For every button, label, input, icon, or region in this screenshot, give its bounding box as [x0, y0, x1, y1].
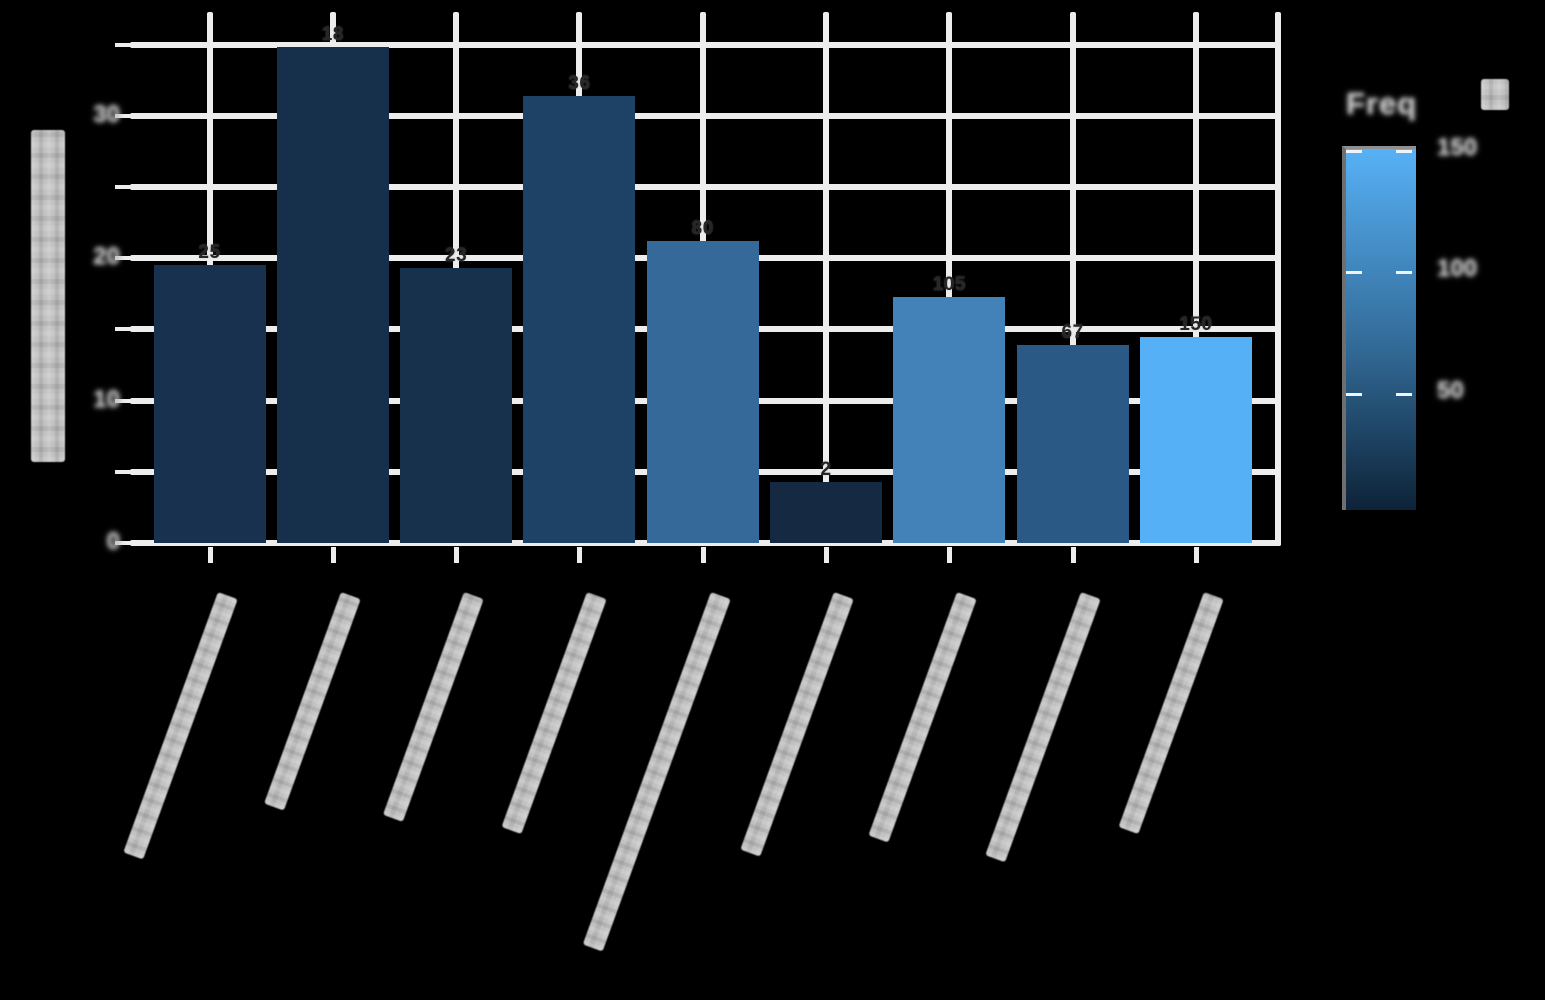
x-tick-mark	[824, 547, 829, 563]
x-tick-label-censored	[1118, 592, 1224, 835]
v-gridline	[823, 12, 829, 546]
y-tick-label: 30	[93, 100, 120, 128]
legend-title-fragment	[1481, 79, 1509, 110]
x-tick-label-censored	[122, 592, 238, 860]
x-tick-mark	[577, 547, 583, 563]
y-tick-label: 0	[106, 528, 120, 555]
bar	[646, 241, 759, 543]
bar-value-label: 36	[568, 72, 591, 94]
y-tick-mark	[115, 113, 131, 118]
bar	[153, 265, 266, 543]
bar	[276, 47, 389, 543]
bar	[893, 296, 1006, 543]
x-tick-mark	[1070, 547, 1076, 563]
y-tick-mark	[115, 398, 131, 403]
colorbar-tick-mark	[1396, 392, 1412, 396]
bar-value-label: 25	[198, 242, 221, 264]
x-tick-label-censored	[263, 592, 361, 811]
y-tick-mark	[115, 469, 131, 474]
v-gridline-right-edge	[1275, 12, 1281, 546]
x-tick-mark	[454, 547, 460, 563]
v-gridline	[1192, 12, 1199, 546]
y-tick-mark	[115, 327, 131, 332]
bar-value-label: 18	[321, 24, 344, 46]
y-tick-mark	[115, 185, 131, 189]
x-tick-label-censored	[582, 592, 731, 952]
bar-value-label: 2	[820, 458, 832, 480]
bar	[1139, 336, 1252, 543]
bar-value-label: 23	[445, 245, 468, 267]
x-tick-label-censored	[740, 592, 854, 857]
bar-value-label: 105	[932, 273, 966, 295]
bar	[770, 481, 882, 543]
x-tick-label-censored	[984, 592, 1101, 863]
bar-value-label: 150	[1179, 313, 1213, 335]
h-gridline	[130, 540, 1281, 546]
colorbar-tick-mark	[1396, 150, 1412, 154]
bar	[400, 268, 513, 543]
h-gridline	[130, 112, 1281, 119]
x-tick-mark	[1193, 547, 1199, 563]
bar	[1016, 345, 1129, 543]
x-tick-label-censored	[868, 592, 978, 843]
x-tick-mark	[207, 547, 213, 563]
y-tick-label: 20	[93, 243, 120, 271]
x-tick-label-censored	[501, 592, 608, 835]
y-tick-mark	[115, 256, 131, 261]
bar-value-label: 80	[691, 218, 714, 240]
colorbar-gradient	[1342, 146, 1416, 510]
colorbar-tick-label: 50	[1437, 376, 1464, 404]
v-gridline	[946, 12, 953, 546]
legend-title: Freq	[1346, 86, 1418, 121]
colorbar-tick-mark	[1346, 271, 1362, 275]
colorbar-tick-mark	[1396, 271, 1412, 275]
bar	[523, 95, 636, 543]
y-tick-label: 10	[93, 385, 120, 413]
y-axis-title	[31, 130, 65, 462]
y-tick-mark	[115, 541, 131, 545]
x-tick-mark	[700, 547, 706, 563]
x-tick-label-censored	[383, 592, 484, 822]
colorbar-tick-label: 100	[1437, 255, 1478, 283]
h-gridline	[130, 41, 1281, 48]
y-tick-mark	[115, 42, 131, 47]
colorbar-tick-mark	[1346, 150, 1362, 154]
v-gridline	[1069, 12, 1076, 546]
h-gridline	[130, 184, 1281, 190]
colorbar-tick-mark	[1346, 392, 1362, 396]
x-tick-mark	[947, 547, 953, 563]
bar-value-label: 67	[1061, 322, 1084, 344]
x-tick-mark	[330, 547, 336, 563]
colorbar-tick-label: 150	[1437, 134, 1478, 162]
